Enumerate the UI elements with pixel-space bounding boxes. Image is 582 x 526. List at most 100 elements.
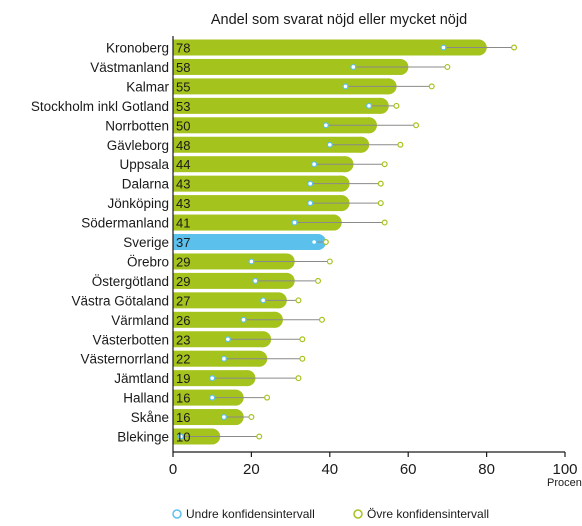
ci-upper-marker <box>381 161 388 168</box>
bar-group: Jönköping 43 <box>107 195 384 212</box>
bar-group: Norrbotten 50 <box>105 117 420 134</box>
ci-upper-marker <box>397 141 404 148</box>
bar-group: Värmland 26 <box>111 311 325 328</box>
ci-lower-marker <box>326 141 333 148</box>
ci-lower-marker <box>311 161 318 168</box>
bar <box>173 389 236 406</box>
category-label: Gävleborg <box>107 138 169 153</box>
value-label: 48 <box>176 138 190 153</box>
category-label: Örebro <box>127 254 169 269</box>
ci-lower-marker <box>252 277 259 284</box>
ci-upper-marker <box>318 316 325 323</box>
bar-group: Västmanland 58 <box>90 58 451 75</box>
bar <box>173 175 342 192</box>
x-tick-label: 40 <box>321 461 338 478</box>
category-label: Kalmar <box>126 79 169 94</box>
bar-group: Östergötland 29 <box>92 272 322 289</box>
value-label: 43 <box>176 196 190 211</box>
value-label: 27 <box>176 293 190 308</box>
ci-lower-marker <box>220 355 227 362</box>
legend-item: Övre konfidensintervall <box>353 507 489 521</box>
bar-group: Blekinge 10 <box>117 428 263 445</box>
bar-group: Gävleborg 48 <box>107 136 404 153</box>
legend-item: Undre konfidensintervall <box>172 507 315 521</box>
ci-lower-marker <box>307 200 314 207</box>
bar <box>173 214 334 231</box>
legend-marker <box>172 509 182 519</box>
ci-lower-marker <box>322 122 329 129</box>
category-label: Södermanland <box>81 216 169 231</box>
ci-lower-marker <box>307 180 314 187</box>
value-label: 37 <box>176 235 190 250</box>
bar-group: Örebro 29 <box>127 253 333 270</box>
ci-lower-marker <box>291 219 298 226</box>
value-label: 26 <box>176 313 190 328</box>
value-label: 58 <box>176 60 190 75</box>
bar-group: Jämtland 19 <box>114 370 302 387</box>
bar <box>173 409 236 426</box>
ci-lower-marker <box>240 316 247 323</box>
ci-lower-marker <box>177 433 184 440</box>
value-label: 29 <box>176 274 190 289</box>
bar <box>173 78 389 95</box>
ci-lower-marker <box>366 102 373 109</box>
x-tick-label: 60 <box>400 461 417 478</box>
value-label: 43 <box>176 177 190 192</box>
value-label: 16 <box>176 410 190 425</box>
bar-group: Södermanland 41 <box>81 214 388 231</box>
ci-lower-marker <box>260 297 267 304</box>
bar-group: Västernorrland 22 <box>80 350 306 367</box>
category-label: Västernorrland <box>80 352 169 367</box>
value-label: 44 <box>176 157 190 172</box>
legend: Undre konfidensintervall Övre konfidensin… <box>172 507 489 521</box>
value-label: 16 <box>176 391 190 406</box>
ci-upper-marker <box>393 102 400 109</box>
bar-group: Kronoberg 78 <box>106 39 518 56</box>
ci-upper-marker <box>511 44 518 51</box>
bar-group: Skåne 16 <box>131 409 255 426</box>
value-label: 19 <box>176 371 190 386</box>
ci-upper-marker <box>444 63 451 70</box>
bar <box>173 350 260 367</box>
category-label: Jämtland <box>114 371 169 386</box>
bar <box>173 253 287 270</box>
ci-upper-marker <box>428 83 435 90</box>
bar-group: Stockholm inkl Gotland 53 <box>31 97 400 114</box>
legend-marker <box>353 509 363 519</box>
ci-lower-marker <box>248 258 255 265</box>
ci-lower-marker <box>209 375 216 382</box>
bar-group: Uppsala 44 <box>119 156 388 173</box>
bar <box>173 234 319 250</box>
ci-lower-marker <box>342 83 349 90</box>
ci-upper-marker <box>295 297 302 304</box>
x-tick-label: 80 <box>478 461 495 478</box>
x-axis: 0 20 40 60 80 100 <box>169 36 578 478</box>
ci-upper-marker <box>299 336 306 343</box>
ci-upper-marker <box>315 277 322 284</box>
value-label: 23 <box>176 332 190 347</box>
category-label: Halland <box>123 391 169 406</box>
ci-upper-marker <box>326 258 333 265</box>
value-label: 41 <box>176 216 190 231</box>
ci-lower-marker <box>220 414 227 421</box>
bar-group: Västra Götaland 27 <box>71 292 302 309</box>
category-label: Sverige <box>123 235 169 250</box>
x-tick-label: 20 <box>243 461 260 478</box>
category-label: Skåne <box>131 410 169 425</box>
category-label: Västerbotten <box>92 332 169 347</box>
category-label: Västmanland <box>90 60 169 75</box>
ci-lower-marker <box>350 63 357 70</box>
value-label: 53 <box>176 99 190 114</box>
ci-upper-marker <box>295 375 302 382</box>
ci-lower-marker <box>311 239 318 246</box>
value-label: 29 <box>176 254 190 269</box>
x-tick-label: 100 <box>552 461 577 478</box>
bar <box>173 39 479 56</box>
ci-upper-marker <box>264 394 271 401</box>
category-label: Stockholm inkl Gotland <box>31 99 169 114</box>
bar-group: Sverige 37 <box>123 234 329 250</box>
x-axis-label: Procent <box>547 477 582 489</box>
category-label: Jönköping <box>107 196 169 211</box>
ci-lower-marker <box>209 394 216 401</box>
